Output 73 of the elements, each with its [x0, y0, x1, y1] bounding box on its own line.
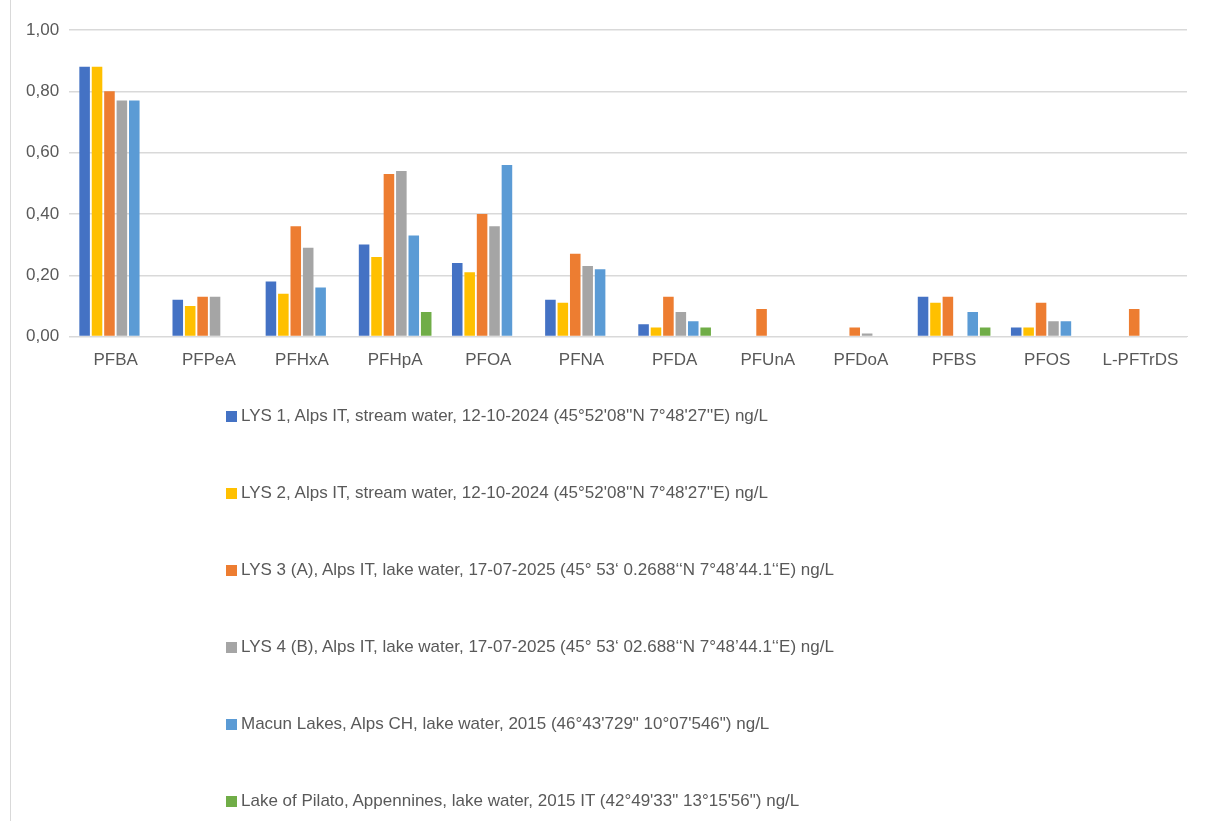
bar	[91, 66, 103, 336]
bar	[675, 312, 687, 336]
legend-label: Macun Lakes, Alps CH, lake water, 2015 (46°43'729" 10°07'546") ng/L	[241, 713, 770, 735]
legend-label: LYS 4 (B), Alps IT, lake water, 17-07-2025 (45° 53‘ 02.688‘‘N 7°48’44.1‘‘E) ng/L	[241, 636, 834, 658]
bar	[396, 171, 407, 336]
bar	[172, 299, 184, 336]
bar	[184, 305, 196, 336]
y-tick-label: 0,40	[25, 203, 60, 223]
legend-label: Lake of Pilato, Appennines, lake water, 2015 IT (42°49'33" 13°15'56") ng/L	[241, 790, 800, 812]
bar	[265, 281, 277, 336]
bar	[545, 299, 556, 336]
bar	[594, 269, 606, 336]
y-tick-label: 0,80	[25, 81, 60, 101]
x-tick-label: PFDoA	[833, 350, 889, 370]
x-tick-label: PFOA	[465, 350, 513, 370]
bar	[557, 302, 569, 336]
bar	[849, 327, 861, 336]
x-tick-label: L-PFTrDS	[1102, 350, 1179, 370]
bar	[582, 266, 593, 336]
bar	[383, 174, 395, 336]
x-tick-label: PFHxA	[275, 350, 330, 370]
legend-label: LYS 1, Alps IT, stream water, 12-10-2024 (45°52'08''N 7°48'27''E) ng/L	[241, 405, 768, 427]
x-tick-label: PFNA	[558, 350, 605, 370]
bar	[687, 321, 699, 336]
bar	[1010, 327, 1022, 336]
x-tick-label: PFHpA	[367, 350, 424, 370]
bar	[420, 312, 432, 336]
y-tick-label: 1,00	[25, 19, 60, 39]
bar	[942, 296, 954, 336]
x-tick-label: PFOS	[1024, 350, 1071, 370]
x-tick-label: PFBS	[931, 350, 977, 370]
bar	[1048, 321, 1059, 336]
bar	[1128, 309, 1140, 336]
bar	[917, 296, 929, 336]
bar	[650, 327, 662, 336]
bar	[408, 235, 420, 336]
bar	[700, 327, 711, 336]
bar	[1060, 321, 1072, 336]
legend-label: LYS 3 (A), Alps IT, lake water, 17-07-2025 (45° 53‘ 0.2688‘‘N 7°48’44.1‘‘E) ng/L	[241, 559, 834, 581]
bar	[79, 66, 90, 336]
bar	[1023, 327, 1034, 336]
bar	[129, 100, 140, 336]
bar	[315, 287, 326, 336]
bar	[930, 302, 941, 336]
bar	[663, 296, 674, 336]
bar	[197, 296, 208, 336]
bar	[371, 256, 382, 336]
bar	[476, 213, 488, 336]
bar	[464, 272, 475, 336]
bar	[501, 164, 513, 336]
y-tick-label: 0,20	[25, 264, 60, 284]
bar	[967, 312, 979, 336]
bar	[569, 253, 581, 336]
bar	[104, 91, 115, 336]
y-tick-label: 0,60	[25, 142, 60, 162]
bar	[1035, 302, 1047, 336]
bar	[638, 324, 649, 336]
bar	[489, 226, 500, 336]
bar	[979, 327, 991, 336]
bar	[290, 226, 302, 336]
x-tick-label: PFUnA	[740, 350, 796, 370]
legend-label: LYS 2, Alps IT, stream water, 12-10-2024 (45°52'08''N 7°48'27''E) ng/L	[241, 482, 768, 504]
x-tick-label: PFPeA	[181, 350, 237, 370]
bar	[116, 100, 128, 336]
bar	[302, 247, 314, 336]
y-tick-label: 0,00	[25, 326, 60, 346]
bar	[209, 296, 221, 336]
bar	[451, 263, 463, 336]
bar	[756, 309, 767, 336]
x-tick-label: PFBA	[93, 350, 139, 370]
x-tick-label: PFDA	[651, 350, 698, 370]
bar	[278, 293, 289, 336]
bar	[358, 244, 370, 336]
